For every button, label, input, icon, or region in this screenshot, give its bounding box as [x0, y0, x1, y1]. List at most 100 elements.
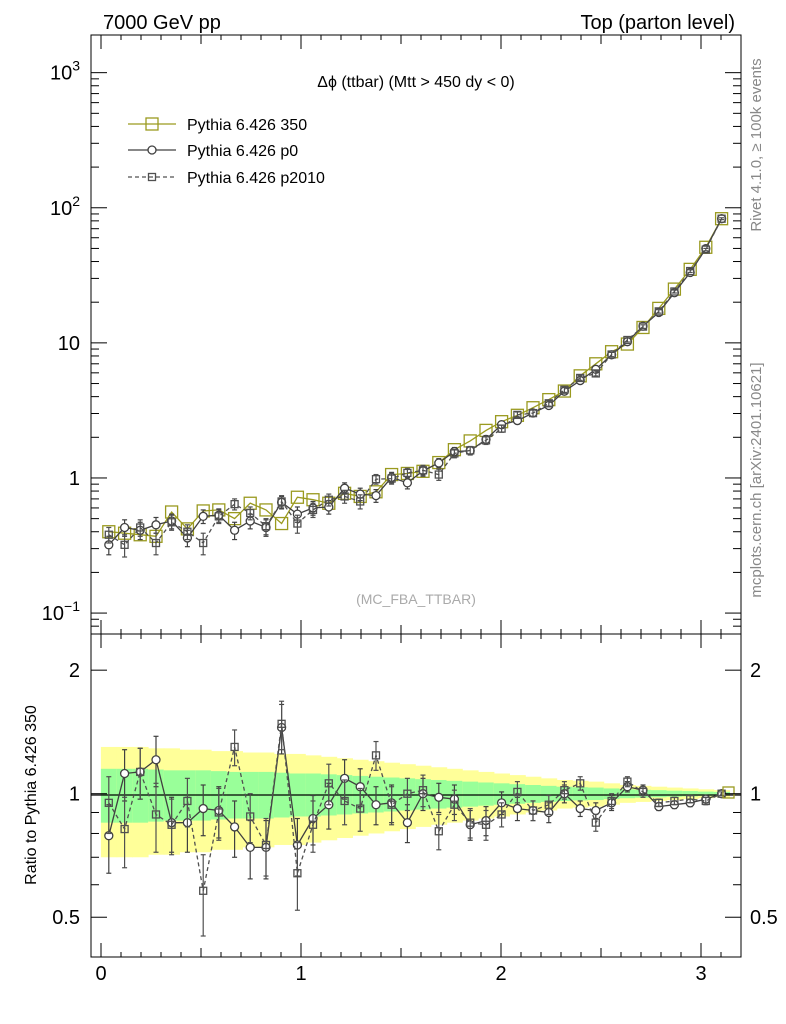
- marker-square: [199, 538, 208, 548]
- legend-label: Pythia 6.426 p2010: [187, 170, 325, 187]
- marker-square: [686, 794, 695, 804]
- marker-square: [560, 385, 569, 394]
- series-line: [108, 218, 723, 546]
- marker-circle: [198, 511, 208, 521]
- ratio-y-tick-label: 1: [69, 784, 80, 806]
- marker-square: [214, 512, 223, 521]
- ratio-band-green: [619, 789, 636, 799]
- marker-square: [120, 824, 129, 834]
- marker-square: [670, 287, 679, 296]
- marker-square: [636, 320, 650, 335]
- marker-square: [670, 796, 679, 806]
- ratio-y-tick-label-right: 2: [750, 660, 761, 682]
- marker-square: [607, 796, 616, 806]
- series-pythia-6-426-350: [102, 212, 729, 543]
- marker-square: [261, 840, 271, 850]
- marker-square: [274, 516, 289, 531]
- marker-square: [183, 796, 192, 806]
- marker-square: [214, 808, 223, 817]
- marker-square: [450, 800, 459, 809]
- ratio-y-tick-label: 0.5: [52, 907, 80, 929]
- marker-square: [701, 796, 710, 806]
- legend: Pythia 6.426 350 Pythia 6.426 p0 Pythia 6.…: [128, 117, 325, 187]
- marker-circle: [591, 805, 601, 816]
- marker-square: [513, 410, 522, 420]
- marker-square: [183, 527, 192, 536]
- ratio-series-layer: [104, 700, 735, 937]
- marker-circle: [402, 478, 413, 488]
- marker-square: [259, 503, 273, 517]
- ratio-series-pythia-6-426-p2010: [104, 700, 726, 937]
- ratio-band-green: [682, 791, 699, 797]
- marker-square: [246, 812, 255, 821]
- marker-square: [356, 497, 365, 506]
- marker-square: [591, 369, 600, 378]
- ratio-band-green: [478, 782, 495, 806]
- ratio-axes: 0.5 0.5 1 1 2 2: [52, 660, 778, 958]
- marker-square: [145, 117, 159, 131]
- marker-square: [654, 798, 663, 807]
- marker-square: [104, 530, 113, 539]
- ratio-band-green: [587, 787, 605, 801]
- x-tick-label: 0: [95, 963, 106, 985]
- marker-square: [324, 779, 333, 788]
- marker-square: [638, 787, 648, 797]
- marker-square: [104, 798, 113, 807]
- marker-circle: [229, 822, 240, 832]
- marker-square: [167, 820, 176, 829]
- ratio-y-tick-label-right: 1: [750, 784, 761, 806]
- marker-square: [167, 518, 176, 527]
- marker-circle: [229, 525, 240, 535]
- marker-square: [714, 212, 729, 226]
- ratio-ylabel: Ratio to Pythia 6.426 350: [23, 705, 40, 885]
- main-series-layer: [102, 212, 729, 558]
- marker-square: [701, 245, 710, 254]
- ratio-band-green: [525, 785, 542, 803]
- x-tick-label: 3: [695, 963, 706, 985]
- side-label-rivet: Rivet 4.1.0, ≥ 100k events: [748, 58, 765, 231]
- y-tick-label: 102: [50, 193, 80, 220]
- ratio-band-green: [462, 781, 479, 807]
- marker-square: [557, 384, 572, 398]
- header-left: 7000 GeV pp: [103, 12, 221, 34]
- plot-title: Δϕ (ttbar) (Mtt > 450 dy < 0): [317, 74, 515, 91]
- marker-circle: [371, 800, 381, 810]
- y-tick-label: 10: [58, 333, 80, 355]
- marker-square: [308, 505, 318, 515]
- marker-square: [151, 810, 161, 819]
- ratio-reference-marker: [722, 786, 735, 799]
- marker-square: [418, 466, 428, 475]
- marker-circle: [198, 803, 208, 814]
- marker-circle: [151, 755, 161, 765]
- marker-circle: [119, 522, 130, 533]
- marker-square: [528, 806, 538, 815]
- marker-square: [261, 521, 271, 531]
- marker-square: [686, 266, 695, 276]
- ratio-y-tick-label-right: 0.5: [750, 907, 778, 929]
- marker-circle: [512, 803, 523, 814]
- marker-square: [293, 869, 302, 878]
- marker-square: [387, 800, 396, 809]
- marker-square: [293, 519, 302, 528]
- marker-square: [528, 408, 538, 418]
- ratio-band-green: [650, 790, 668, 798]
- marker-square: [466, 818, 475, 827]
- y-tick-label: 1: [69, 468, 80, 490]
- main-axes: 10−1 1 10 102 103: [42, 58, 741, 635]
- marker-square: [340, 492, 349, 501]
- marker-circle: [402, 818, 413, 828]
- marker-square: [308, 820, 318, 829]
- marker-square: [638, 322, 648, 331]
- side-label-mcplots: mcplots.cern.ch [arXiv:2401.10621]: [748, 362, 765, 597]
- ratio-band-green: [572, 787, 589, 801]
- marker-square: [151, 538, 161, 548]
- legend-label: Pythia 6.426 p0: [187, 143, 298, 160]
- x-tick-label: 1: [295, 963, 306, 985]
- marker-square: [230, 500, 239, 509]
- marker-square: [290, 490, 305, 504]
- series-line: [108, 218, 723, 546]
- header-right: Top (parton level): [580, 12, 735, 34]
- marker-square: [497, 810, 506, 819]
- marker-circle: [434, 458, 444, 468]
